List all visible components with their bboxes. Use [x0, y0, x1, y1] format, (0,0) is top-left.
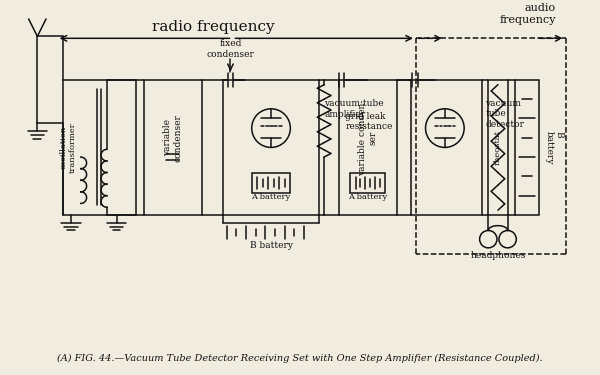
- Text: A battery: A battery: [348, 193, 387, 201]
- Text: rheostat: rheostat: [494, 130, 502, 165]
- Text: radio frequency: radio frequency: [152, 21, 274, 34]
- Text: grid leak
resistance: grid leak resistance: [346, 112, 393, 131]
- Circle shape: [479, 231, 497, 248]
- Text: oscillation
transformer: oscillation transformer: [59, 122, 77, 173]
- Text: A battery: A battery: [251, 193, 290, 201]
- Text: variable
condenser: variable condenser: [163, 114, 182, 162]
- Circle shape: [425, 109, 464, 147]
- Bar: [64, 80, 136, 215]
- Bar: [143, 80, 202, 215]
- Bar: [252, 174, 290, 193]
- Text: (A) FIG. 44.—Vacuum Tube Detector Receiving Set with One Step Amplifier (Resista: (A) FIG. 44.—Vacuum Tube Detector Receiv…: [57, 354, 543, 363]
- Bar: [223, 80, 319, 215]
- Text: B
battery: B battery: [544, 130, 564, 164]
- Circle shape: [499, 231, 517, 248]
- Bar: [338, 80, 397, 215]
- Bar: [350, 174, 385, 193]
- Text: headphones: headphones: [470, 251, 526, 260]
- Text: variable conden-
ser: variable conden- ser: [358, 100, 377, 176]
- Bar: [488, 80, 508, 215]
- Bar: [515, 80, 539, 215]
- Text: B battery: B battery: [250, 242, 293, 250]
- Circle shape: [252, 109, 290, 147]
- Text: audio
frequency: audio frequency: [499, 3, 556, 25]
- Text: fixed
condenser: fixed condenser: [206, 39, 254, 58]
- Text: vacuum tube
amplifier: vacuum tube amplifier: [324, 99, 384, 118]
- Bar: [411, 80, 482, 215]
- Text: vacuum
tube
detector: vacuum tube detector: [485, 99, 524, 129]
